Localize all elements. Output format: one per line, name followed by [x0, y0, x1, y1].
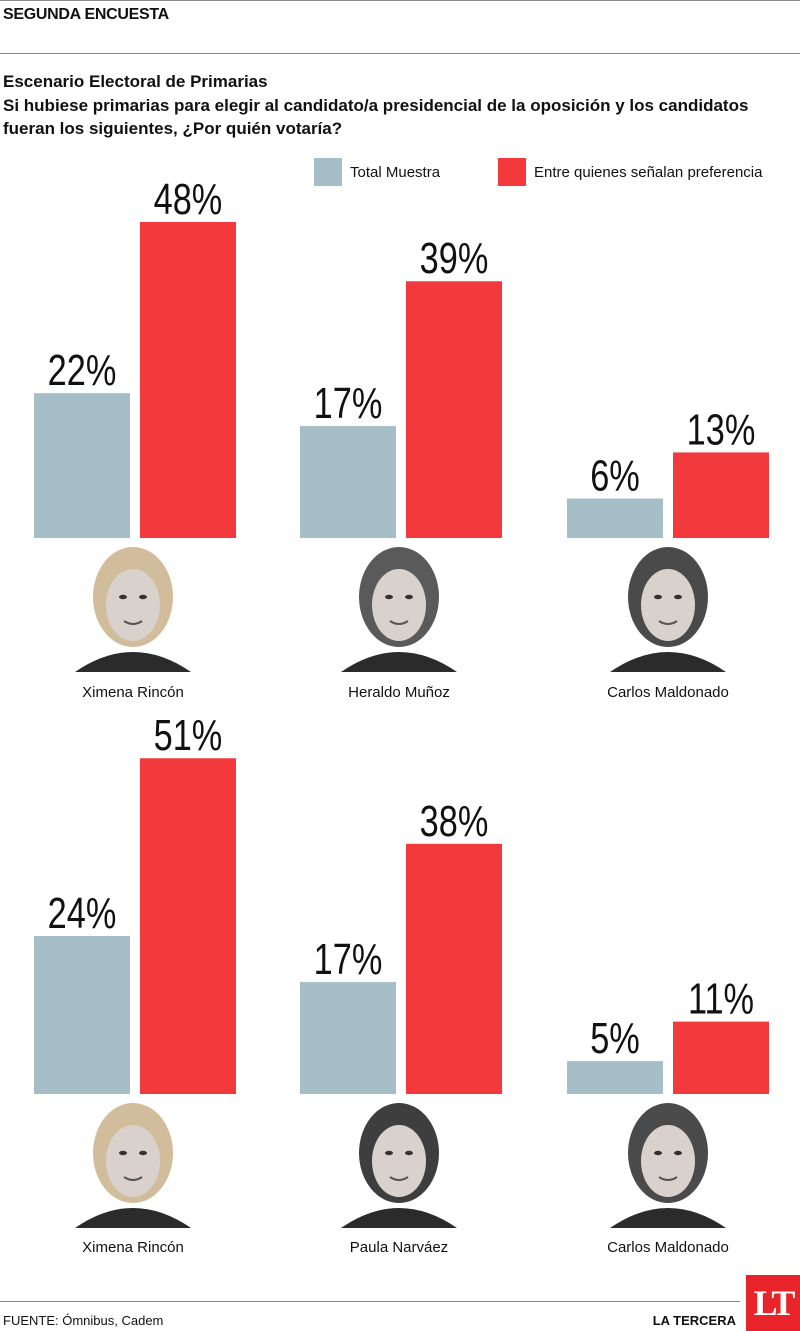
legend-label-total: Total Muestra — [350, 163, 441, 181]
footer-rule — [0, 1301, 740, 1302]
bar-preference-3 — [673, 452, 769, 538]
value-label-total-2: 17% — [314, 935, 383, 984]
footer-source: FUENTE: Ómnibus, Cadem — [3, 1313, 164, 1328]
value-label-preference-3: 13% — [687, 405, 756, 454]
candidate-photo-1 — [75, 547, 191, 672]
header-rule — [0, 53, 800, 54]
candidate-photo-1 — [75, 1103, 191, 1228]
top-rule — [0, 0, 800, 1]
bar-total-1 — [34, 936, 130, 1094]
bar-preference-1 — [140, 222, 236, 538]
legend-swatch-preference — [498, 158, 526, 186]
bar-total-2 — [300, 982, 396, 1094]
bar-total-2 — [300, 426, 396, 538]
legend-label-preference: Entre quienes señalan preferencia — [534, 163, 763, 181]
bar-total-3 — [567, 1061, 663, 1094]
candidate-name-3: Carlos Maldonado — [607, 684, 729, 701]
bar-total-3 — [567, 498, 663, 538]
bar-preference-2 — [406, 843, 502, 1094]
value-label-total-3: 6% — [590, 451, 640, 500]
value-label-total-3: 5% — [590, 1014, 640, 1063]
candidate-photo-3 — [610, 547, 726, 672]
value-label-preference-2: 39% — [420, 234, 489, 283]
legend-item-preference: Entre quienes señalan preferencia — [498, 158, 763, 186]
value-label-preference-1: 51% — [154, 711, 223, 760]
value-label-preference-2: 38% — [420, 797, 489, 846]
legend-swatch-total — [314, 158, 342, 186]
value-label-total-1: 22% — [48, 346, 117, 395]
brand-logo: LT — [746, 1275, 800, 1331]
candidate-name-1: Ximena Rincón — [82, 1239, 184, 1256]
candidate-name-2: Heraldo Muñoz — [348, 684, 450, 701]
header-title: SEGUNDA ENCUESTA — [3, 6, 169, 23]
value-label-total-2: 17% — [314, 379, 383, 428]
candidate-name-2: Paula Narváez — [350, 1239, 448, 1256]
value-label-preference-1: 48% — [154, 175, 223, 224]
candidate-photo-2 — [341, 547, 457, 672]
chart-subtitle: Si hubiese primarias para elegir al cand… — [3, 96, 749, 138]
bar-preference-1 — [140, 758, 236, 1094]
brand-name: LA TERCERA — [652, 1313, 736, 1328]
bar-preference-3 — [673, 1021, 769, 1094]
bar-preference-2 — [406, 281, 502, 538]
value-label-preference-3: 11% — [688, 975, 754, 1024]
chart-title: Escenario Electoral de Primarias — [3, 72, 268, 91]
bar-total-1 — [34, 393, 130, 538]
value-label-total-1: 24% — [48, 889, 117, 938]
candidate-photo-3 — [610, 1103, 726, 1228]
candidate-photo-2 — [341, 1103, 457, 1228]
legend-item-total: Total Muestra — [314, 158, 440, 186]
candidate-name-3: Carlos Maldonado — [607, 1239, 729, 1256]
candidate-name-1: Ximena Rincón — [82, 684, 184, 701]
